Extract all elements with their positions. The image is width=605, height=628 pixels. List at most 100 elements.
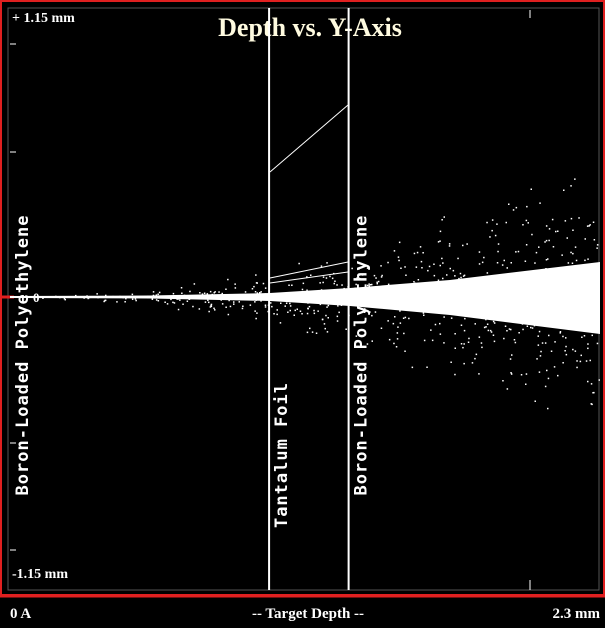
ion-dot bbox=[477, 293, 480, 295]
ion-dot bbox=[155, 299, 158, 301]
ion-dot bbox=[180, 287, 183, 289]
ion-dot bbox=[321, 318, 324, 321]
ion-dot bbox=[495, 293, 497, 295]
ion-dot bbox=[253, 285, 255, 288]
ion-dot bbox=[527, 296, 529, 299]
ion-dot bbox=[414, 282, 416, 285]
ion-dot bbox=[405, 274, 407, 276]
ion-dot bbox=[397, 326, 399, 328]
ion-dot bbox=[322, 281, 324, 284]
ion-dot bbox=[306, 289, 308, 291]
ion-dot bbox=[506, 267, 508, 269]
ion-dot bbox=[554, 341, 556, 343]
ion-dot bbox=[366, 267, 369, 269]
ion-dot bbox=[179, 299, 181, 301]
ion-dot bbox=[492, 295, 494, 298]
ion-dot bbox=[363, 311, 366, 313]
ion-dot bbox=[506, 388, 509, 390]
ion-dot bbox=[495, 287, 497, 290]
ion-dot bbox=[326, 306, 328, 308]
ion-dot bbox=[518, 296, 520, 298]
ion-dot bbox=[455, 288, 458, 290]
chart-title: Depth vs. Y-Axis bbox=[218, 13, 402, 42]
x-min-label: 0 A bbox=[10, 606, 31, 622]
ion-dot bbox=[591, 334, 593, 337]
ion-dot bbox=[522, 224, 524, 226]
ion-dot bbox=[382, 300, 384, 302]
ion-dot bbox=[441, 295, 444, 297]
ion-dot bbox=[254, 310, 256, 312]
ion-dot bbox=[511, 354, 513, 356]
ion-dot bbox=[518, 307, 520, 309]
ion-dot bbox=[233, 301, 235, 303]
ion-dot bbox=[474, 323, 476, 325]
ion-dot bbox=[533, 324, 536, 327]
ion-dot bbox=[457, 257, 459, 260]
ion-dot bbox=[506, 293, 508, 295]
ion-dot bbox=[458, 287, 460, 289]
ion-dot bbox=[186, 300, 189, 302]
ion-dot bbox=[407, 299, 409, 301]
ion-dot bbox=[176, 295, 179, 297]
ion-dot bbox=[192, 305, 194, 308]
ion-dot bbox=[492, 334, 495, 336]
ion-dot bbox=[422, 301, 425, 303]
ion-dot bbox=[415, 299, 417, 301]
ion-dot bbox=[63, 297, 66, 300]
ion-dot bbox=[540, 315, 543, 318]
ion-dot bbox=[478, 336, 481, 338]
ion-dot bbox=[374, 300, 377, 303]
ion-dot bbox=[273, 313, 275, 315]
ion-dot bbox=[413, 281, 415, 283]
ion-dot bbox=[380, 327, 383, 329]
ion-dot bbox=[430, 309, 432, 311]
ion-dot bbox=[198, 308, 201, 310]
ion-dot bbox=[336, 284, 338, 286]
ion-dot bbox=[593, 327, 595, 330]
ion-dot bbox=[565, 345, 567, 348]
ion-dot bbox=[232, 295, 234, 297]
ion-dot bbox=[255, 317, 257, 320]
ion-dot bbox=[255, 282, 258, 284]
ion-dot bbox=[588, 312, 590, 314]
ion-dot bbox=[541, 342, 544, 344]
ion-dot bbox=[340, 304, 343, 306]
ion-dot bbox=[512, 209, 515, 211]
ion-dot bbox=[553, 366, 556, 368]
ion-dot bbox=[552, 285, 555, 287]
ion-dot bbox=[450, 361, 452, 363]
ion-dot bbox=[237, 298, 239, 300]
ion-dot bbox=[439, 264, 441, 267]
ion-dot bbox=[103, 300, 105, 303]
ion-dot bbox=[336, 320, 339, 322]
ion-dot bbox=[564, 350, 566, 352]
ion-dot bbox=[485, 318, 487, 321]
ion-dot bbox=[471, 362, 474, 364]
ion-dot bbox=[462, 244, 464, 247]
ion-dot bbox=[501, 304, 503, 307]
ion-dot bbox=[170, 298, 172, 301]
ion-dot bbox=[172, 301, 174, 304]
tick-marks bbox=[10, 10, 531, 590]
ion-dot bbox=[426, 299, 428, 302]
ion-dot bbox=[375, 277, 377, 279]
ion-dot bbox=[371, 283, 373, 286]
ion-dot bbox=[405, 295, 407, 297]
ion-dot bbox=[324, 327, 326, 330]
ion-dot bbox=[264, 293, 267, 295]
ion-dot bbox=[257, 296, 259, 298]
ion-dot bbox=[595, 313, 597, 315]
ion-dot bbox=[320, 265, 323, 267]
ion-dot bbox=[198, 294, 201, 297]
ion-dot bbox=[373, 274, 376, 277]
ion-dot bbox=[580, 301, 583, 304]
ion-dot bbox=[289, 305, 292, 307]
ion-dot bbox=[264, 287, 267, 289]
ion-dot bbox=[545, 239, 548, 242]
ion-dot bbox=[349, 296, 351, 298]
ion-dot bbox=[403, 292, 405, 295]
ion-dot bbox=[590, 284, 592, 286]
ion-dot bbox=[446, 274, 448, 276]
ion-dot bbox=[442, 282, 445, 284]
ion-dot bbox=[449, 267, 451, 270]
